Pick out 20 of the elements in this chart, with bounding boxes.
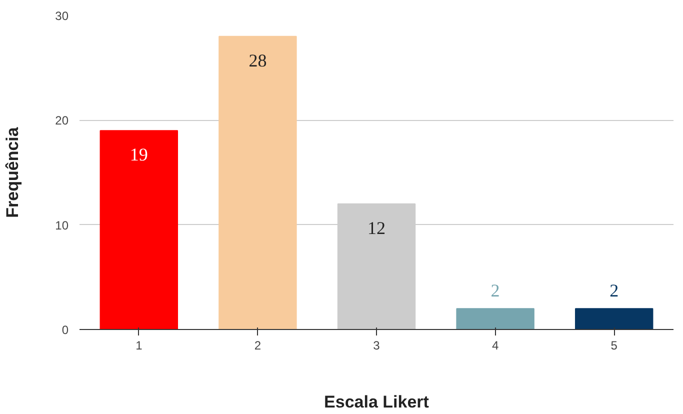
x-tick-label: 1 bbox=[136, 338, 143, 352]
bar bbox=[218, 36, 297, 330]
data-label: 2 bbox=[490, 280, 500, 301]
y-axis-title: Frequência bbox=[3, 126, 22, 218]
x-axis-title: Escala Likert bbox=[324, 392, 430, 412]
y-tick-label: 0 bbox=[62, 323, 69, 337]
y-tick-label: 20 bbox=[55, 114, 69, 128]
y-tick-label: 10 bbox=[55, 218, 69, 232]
bar bbox=[100, 130, 178, 330]
bar bbox=[574, 308, 654, 330]
x-tick-label: 4 bbox=[492, 338, 499, 352]
y-tick-label: 30 bbox=[55, 9, 69, 23]
data-label: 19 bbox=[130, 144, 148, 165]
bar bbox=[456, 308, 534, 330]
x-tick-label: 2 bbox=[254, 338, 262, 352]
data-label: 12 bbox=[368, 218, 386, 238]
data-label: 28 bbox=[248, 50, 267, 70]
data-label: 2 bbox=[610, 280, 619, 301]
x-tick-label: 5 bbox=[610, 338, 618, 352]
x-tick-label: 3 bbox=[373, 338, 380, 352]
